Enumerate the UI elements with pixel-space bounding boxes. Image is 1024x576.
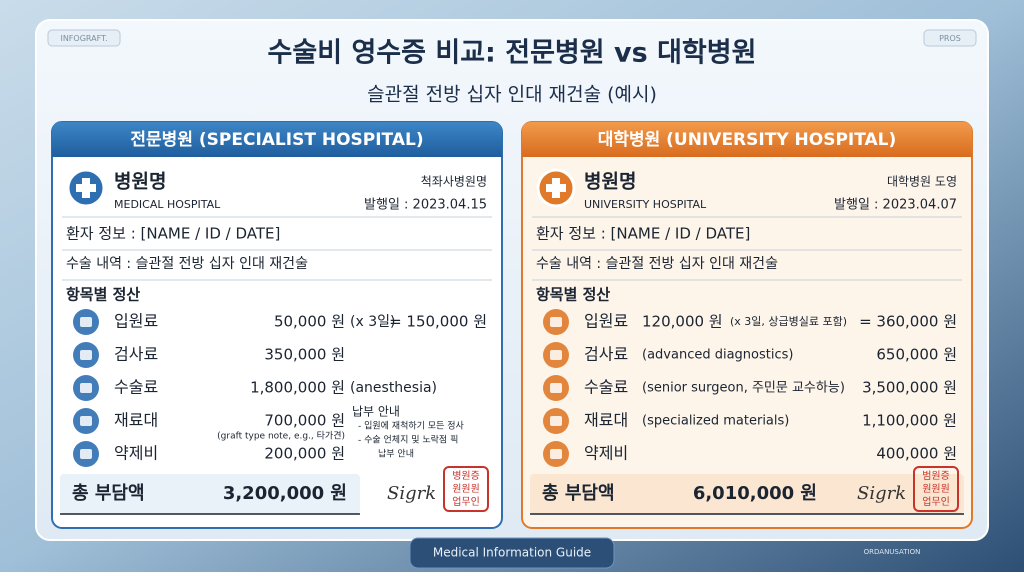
tag-right: PROS [939,34,961,43]
stamp-text: 원원원 [452,483,480,495]
right-top: 대학병원 도영 [887,175,957,189]
item-amount: 200,000 원 [264,445,345,463]
item-total: = 360,000 원 [859,313,957,331]
item-amount: 700,000 원 [264,412,345,430]
card-header [522,122,972,157]
item-total: 400,000 원 [876,445,957,463]
item-icon-glyph [80,350,92,360]
item-total: 650,000 원 [876,346,957,364]
item-label: 입원료 [114,312,158,331]
issue-date: 발행일 : 2023.04.15 [364,197,487,213]
items-title: 항목별 정산 [536,286,610,304]
footer-org: ORDANUSATION [864,548,921,556]
total-amount: 3,200,000 원 [223,483,347,504]
items-title: 항목별 정산 [66,286,140,304]
item-label: 검사료 [584,345,628,364]
item-icon-glyph [80,449,92,459]
title: 수술비 영수증 비교: 전문병원 vs 대학병원 [268,38,757,69]
item-total: = 150,000 원 [389,313,487,331]
card-heading: 전문병원 (SPECIALIST HOSPITAL) [130,130,423,150]
item-icon-glyph [550,350,562,360]
total-band [530,474,964,514]
item-note: (x 3일, 상급병실료 포함) [730,314,847,328]
item-label: 수술료 [584,378,628,397]
signature: Sigrk [857,483,906,504]
stamp-box [443,466,489,512]
logo-cross [76,178,96,198]
item-label: 재료대 [584,411,628,430]
issue-date: 발행일 : 2023.04.07 [834,197,957,213]
tag-box [47,29,121,47]
item-note: (x 3일) [350,314,395,330]
total-label: 총 부담액 [72,483,145,504]
item-icon-glyph [550,449,562,459]
payment-note: - 입원에 재척하기 모든 정사 [358,420,464,432]
hospital-sub: MEDICAL HOSPITAL [114,198,221,211]
item-note: (advanced diagnostics) [642,348,793,363]
item-label: 약제비 [114,444,158,463]
item-icon-glyph [550,383,562,393]
item-amount: 50,000 원 [274,313,345,331]
patient-info: 환자 정보 : [NAME / ID / DATE] [66,225,280,243]
item-icon-glyph [550,317,562,327]
item-amount: 1,800,000 원 [250,379,345,397]
item-icon-glyph [80,317,92,327]
stamp-text: 업무인 [452,495,480,508]
hospital-sub: UNIVERSITY HOSPITAL [584,198,707,211]
hospital-name: 병원명 [114,171,166,193]
total-amount: 6,010,000 원 [693,483,817,504]
item-note: (graft type note, e.g., 타가견) [217,430,345,442]
logo-cross [546,178,566,198]
item-total: 1,100,000 원 [862,412,957,430]
item-icon-glyph [550,416,562,426]
item-note: (senior surgeon, 주민문 교수하능) [642,381,845,396]
subtitle: 슬관절 전방 십자 인대 재건술 (예시) [367,84,657,106]
item-label: 검사료 [114,345,158,364]
tag-box [923,29,977,47]
surgery-info: 수술 내역 : 슬관절 전방 십자 인대 재건술 [536,256,778,272]
payment-note: 납부 안내 [378,449,414,460]
item-total: 3,500,000 원 [862,379,957,397]
stamp-text: 원원원 [922,483,950,495]
item-label: 수술료 [114,378,158,397]
card-heading: 대학병원 (UNIVERSITY HOSPITAL) [598,130,897,150]
patient-info: 환자 정보 : [NAME / ID / DATE] [536,225,750,243]
item-note: (anesthesia) [350,380,437,396]
item-note: (specialized materials) [642,414,789,429]
item-icon-glyph [80,383,92,393]
card-header [52,122,502,157]
stamp-box [913,466,959,512]
item-amount: 120,000 원 [642,313,723,331]
stamp-text: 업무인 [922,495,950,508]
item-amount: 350,000 원 [264,346,345,364]
stamp-text: 범원증 [922,470,950,482]
tag-left: INFOGRAFT. [60,34,107,43]
footer-guide: Medical Information Guide [433,546,591,560]
stamp-text: 병원증 [452,470,480,482]
surgery-info: 수술 내역 : 슬관절 전방 십자 인대 재건술 [66,256,308,272]
item-label: 입원료 [584,312,628,331]
payment-note: - 수술 언체지 및 노락점 픽 [358,434,458,446]
total-label: 총 부담액 [542,483,615,504]
item-label: 약제비 [584,444,628,463]
hospital-name: 병원명 [584,171,636,193]
right-top: 척좌사병원명 [421,175,487,189]
item-icon-glyph [80,416,92,426]
total-band [60,474,360,514]
signature: Sigrk [387,483,436,504]
footer-box [409,537,615,569]
payment-note: 납부 안내 [352,405,400,419]
item-label: 재료대 [114,411,158,430]
